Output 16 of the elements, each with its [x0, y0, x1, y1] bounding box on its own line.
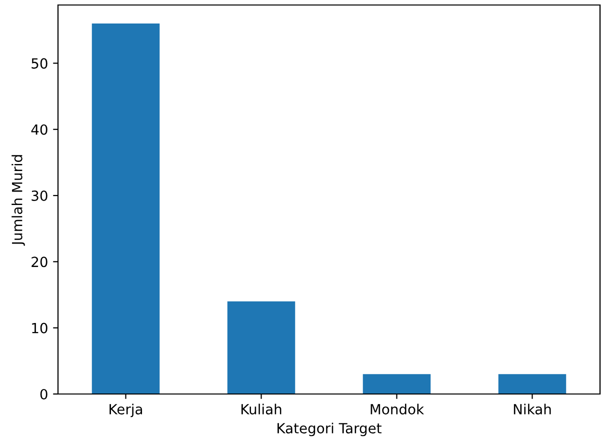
bar	[362, 374, 431, 394]
bar	[498, 374, 566, 394]
y-tick-label: 40	[31, 124, 48, 135]
x-tick-label: Kuliah	[241, 404, 282, 414]
y-tick-label: 30	[32, 190, 48, 202]
y-tick-label: 10	[32, 322, 48, 334]
bar	[227, 301, 296, 394]
x-tick-label: Nikah	[514, 404, 551, 414]
y-tick-label: 50	[32, 58, 48, 69]
x-tick-label: Kerja	[110, 404, 142, 418]
x-tick-label: Mondok	[370, 404, 424, 414]
y-tick-label: 0	[40, 388, 48, 400]
y-tick-label: 20	[32, 256, 48, 268]
y-axis-title: Jumlah Murid	[12, 155, 25, 246]
x-axis-title: Kategori Target	[278, 422, 382, 436]
bar	[92, 24, 160, 394]
